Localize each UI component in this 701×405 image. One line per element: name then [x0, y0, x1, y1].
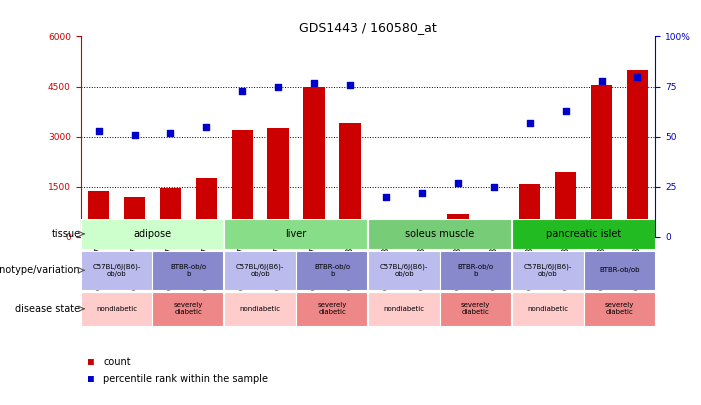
Bar [584, 292, 655, 326]
Text: disease state: disease state [15, 304, 81, 314]
Text: nondiabetic: nondiabetic [527, 306, 569, 312]
Text: liver: liver [285, 229, 307, 239]
Point [273, 83, 284, 90]
Point [308, 79, 320, 86]
Bar [512, 251, 583, 290]
Text: BTBR-ob/ob: BTBR-ob/ob [599, 267, 640, 273]
Point [381, 194, 392, 200]
Point [344, 81, 355, 88]
Point [524, 119, 536, 126]
Bar [231, 130, 253, 237]
Text: BTBR-ob/o
b: BTBR-ob/o b [314, 264, 350, 277]
Text: BTBR-ob/o
b: BTBR-ob/o b [170, 264, 207, 277]
Text: ■: ■ [88, 374, 93, 384]
Point [129, 132, 140, 138]
Point [237, 87, 248, 94]
Text: severely
diabetic: severely diabetic [461, 302, 491, 315]
Text: ■: ■ [88, 358, 93, 367]
Bar [224, 292, 297, 326]
Bar [368, 219, 512, 249]
Point [632, 73, 643, 80]
Bar [512, 219, 655, 249]
Text: severely
diabetic: severely diabetic [318, 302, 347, 315]
Bar [440, 292, 512, 326]
Text: severely
diabetic: severely diabetic [174, 302, 203, 315]
Bar [160, 188, 181, 237]
Text: C57BL/6J(B6)-
ob/ob: C57BL/6J(B6)- ob/ob [236, 264, 285, 277]
Bar [555, 172, 576, 237]
Bar [304, 87, 325, 237]
Point [165, 130, 176, 136]
Bar [584, 251, 655, 290]
Bar [224, 219, 368, 249]
Point [200, 124, 212, 130]
Text: pancreatic islet: pancreatic islet [546, 229, 621, 239]
Text: BTBR-ob/o
b: BTBR-ob/o b [458, 264, 494, 277]
Bar [483, 230, 505, 237]
Bar [268, 128, 289, 237]
Text: tissue: tissue [51, 229, 81, 239]
Bar [124, 197, 145, 237]
Bar [81, 219, 224, 249]
Bar [81, 292, 153, 326]
Bar [440, 251, 512, 290]
Text: C57BL/6J(B6)-
ob/ob: C57BL/6J(B6)- ob/ob [380, 264, 428, 277]
Bar [375, 234, 397, 237]
Text: C57BL/6J(B6)-
ob/ob: C57BL/6J(B6)- ob/ob [93, 264, 141, 277]
Bar [519, 184, 540, 237]
Text: adipose: adipose [133, 229, 172, 239]
Bar [411, 232, 433, 237]
Bar [297, 251, 368, 290]
Bar [297, 292, 368, 326]
Bar [81, 251, 153, 290]
Point [560, 107, 571, 114]
Bar [627, 70, 648, 237]
Title: GDS1443 / 160580_at: GDS1443 / 160580_at [299, 21, 437, 34]
Bar [368, 292, 440, 326]
Text: nondiabetic: nondiabetic [96, 306, 137, 312]
Point [416, 190, 428, 196]
Text: count: count [103, 358, 130, 367]
Text: severely
diabetic: severely diabetic [605, 302, 634, 315]
Bar [512, 292, 583, 326]
Text: percentile rank within the sample: percentile rank within the sample [103, 374, 268, 384]
Text: C57BL/6J(B6)-
ob/ob: C57BL/6J(B6)- ob/ob [524, 264, 572, 277]
Bar [447, 214, 468, 237]
Bar [224, 251, 297, 290]
Point [596, 77, 607, 84]
Point [488, 183, 499, 190]
Point [93, 128, 104, 134]
Text: genotype/variation: genotype/variation [0, 265, 81, 275]
Bar [153, 251, 224, 290]
Bar [368, 251, 440, 290]
Text: nondiabetic: nondiabetic [240, 306, 281, 312]
Text: soleus muscle: soleus muscle [405, 229, 475, 239]
Bar [591, 85, 613, 237]
Bar [339, 123, 361, 237]
Bar [88, 191, 109, 237]
Text: nondiabetic: nondiabetic [383, 306, 425, 312]
Bar [153, 292, 224, 326]
Bar [196, 179, 217, 237]
Point [452, 179, 463, 186]
